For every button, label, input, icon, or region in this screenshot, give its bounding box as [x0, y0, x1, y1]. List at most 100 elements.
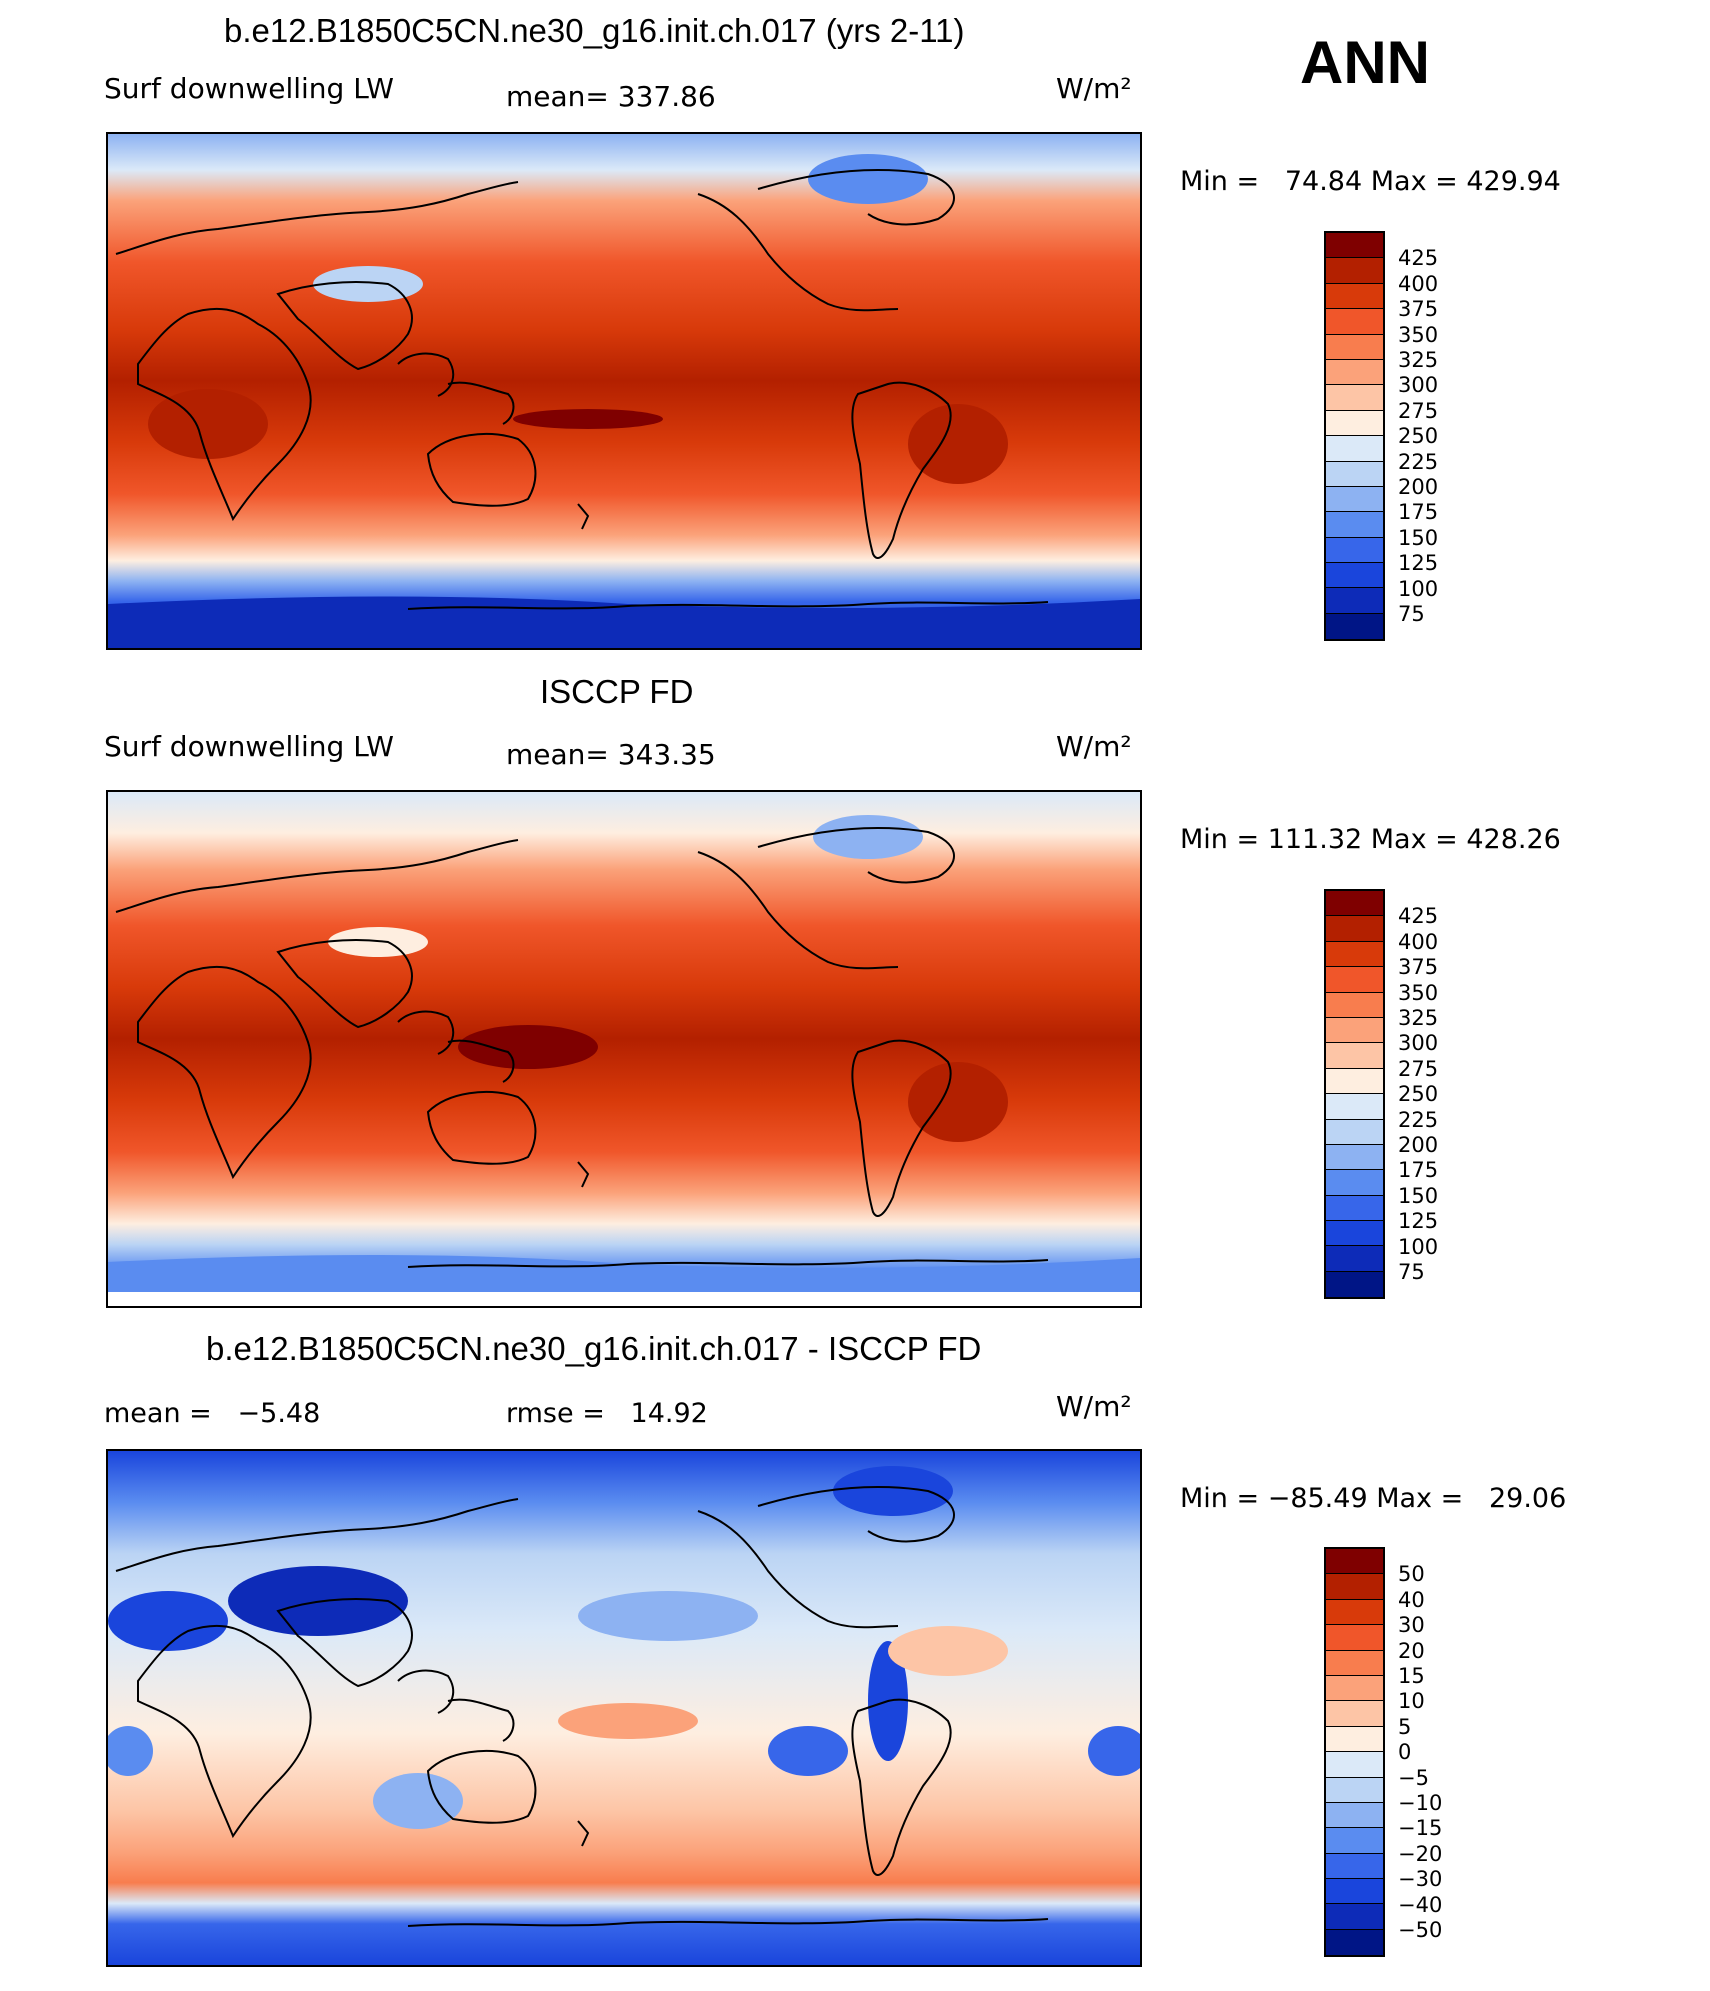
- panel-1-title: b.e12.B1850C5CN.ne30_g16.init.ch.017 (yr…: [224, 12, 965, 49]
- colorbar-tick-label: 200: [1398, 1133, 1439, 1157]
- panel-2-colorbar: [1324, 889, 1385, 1300]
- colorbar-swatch: [1326, 1650, 1383, 1676]
- colorbar-tick-label: 350: [1398, 980, 1439, 1005]
- colorbar-swatch: [1326, 486, 1383, 513]
- colorbar-swatch: [1326, 1752, 1383, 1778]
- colorbar-swatch: [1326, 1853, 1383, 1880]
- colorbar-tick-label: 200: [1398, 475, 1439, 499]
- colorbar-swatch: [1326, 1599, 1383, 1626]
- colorbar-tick-label: 225: [1398, 1107, 1439, 1132]
- colorbar-swatch: [1326, 537, 1383, 564]
- panel-2-map: [106, 790, 1142, 1308]
- colorbar-tick-label: 350: [1398, 322, 1439, 347]
- colorbar-swatch: [1326, 233, 1383, 259]
- colorbar-tick-label: 250: [1398, 1082, 1439, 1107]
- colorbar-tick-label: 150: [1398, 525, 1439, 550]
- colorbar-swatch: [1326, 1574, 1383, 1600]
- panel-3-minmax: Min = −85.49 Max = 29.06: [1180, 1483, 1567, 1514]
- panel-1-mean: mean= 337.86: [506, 80, 716, 113]
- colorbar-tick-label: 275: [1398, 398, 1439, 423]
- panel-1-variable-label: Surf downwelling LW: [104, 72, 394, 105]
- panel-3-field: [108, 1451, 1140, 1965]
- colorbar-swatch: [1326, 334, 1383, 360]
- panel-2-variable-label: Surf downwelling LW: [104, 730, 394, 763]
- colorbar-swatch: [1326, 613, 1383, 640]
- colorbar-swatch: [1326, 309, 1383, 335]
- colorbar-swatch: [1326, 1701, 1383, 1727]
- colorbar-swatch: [1326, 1675, 1383, 1702]
- colorbar-tick-label: 375: [1398, 955, 1439, 980]
- colorbar-tick-label: 125: [1398, 1209, 1439, 1234]
- colorbar-tick-label: −50: [1398, 1918, 1443, 1942]
- panel-1-units: W/m²: [1056, 72, 1132, 105]
- colorbar-swatch: [1326, 1929, 1383, 1956]
- colorbar-swatch: [1326, 461, 1383, 487]
- panel-3-map: [106, 1449, 1142, 1967]
- colorbar-tick-label: 100: [1398, 1234, 1439, 1259]
- panel-3-mean: mean = −5.48: [104, 1398, 321, 1429]
- colorbar-tick-label: −30: [1398, 1867, 1443, 1892]
- season-label: ANN: [1300, 29, 1430, 96]
- colorbar-tick-label: 50: [1398, 1562, 1425, 1587]
- colorbar-swatch: [1326, 1119, 1383, 1145]
- colorbar-tick-label: 225: [1398, 449, 1439, 474]
- colorbar-tick-label: 425: [1398, 904, 1439, 929]
- colorbar-swatch: [1326, 992, 1383, 1018]
- colorbar-tick-label: 15: [1398, 1664, 1425, 1688]
- colorbar-swatch: [1326, 359, 1383, 386]
- colorbar-swatch: [1326, 1017, 1383, 1044]
- panel-2-mean: mean= 343.35: [506, 738, 716, 771]
- colorbar-swatch: [1326, 1549, 1383, 1575]
- colorbar-tick-label: 0: [1398, 1740, 1412, 1765]
- colorbar-tick-label: 75: [1398, 1260, 1425, 1284]
- colorbar-swatch: [1326, 1170, 1383, 1196]
- panel-3-rmse: rmse = 14.92: [506, 1398, 708, 1429]
- colorbar-swatch: [1326, 1625, 1383, 1651]
- panel-3-coastlines: [115, 1485, 1049, 1927]
- colorbar-tick-label: 325: [1398, 348, 1439, 372]
- colorbar-tick-label: 325: [1398, 1006, 1439, 1030]
- colorbar-tick-label: 400: [1398, 271, 1439, 296]
- colorbar-tick-label: 10: [1398, 1689, 1425, 1714]
- colorbar-swatch: [1326, 1195, 1383, 1222]
- panel-2-title: ISCCP FD: [540, 673, 694, 710]
- colorbar-swatch: [1326, 1043, 1383, 1069]
- colorbar-tick-label: 175: [1398, 500, 1439, 525]
- colorbar-swatch: [1326, 1221, 1383, 1247]
- panel-2-units: W/m²: [1056, 730, 1132, 763]
- colorbar-swatch: [1326, 941, 1383, 968]
- colorbar-tick-label: 75: [1398, 602, 1425, 626]
- panel-2-minmax: Min = 111.32 Max = 428.26: [1180, 824, 1561, 855]
- colorbar-tick-label: 375: [1398, 297, 1439, 322]
- panel-2-coastlines: [115, 826, 1049, 1268]
- colorbar-tick-label: 400: [1398, 929, 1439, 954]
- colorbar-swatch: [1326, 1879, 1383, 1905]
- panel-3-units: W/m²: [1056, 1390, 1132, 1423]
- colorbar-tick-label: −15: [1398, 1816, 1443, 1841]
- colorbar-tick-label: −10: [1398, 1791, 1443, 1815]
- colorbar-swatch: [1326, 1144, 1383, 1171]
- colorbar-swatch: [1326, 916, 1383, 942]
- panel-1-minmax: Min = 74.84 Max = 429.94: [1180, 166, 1561, 197]
- colorbar-swatch: [1326, 588, 1383, 614]
- colorbar-swatch: [1326, 1726, 1383, 1753]
- colorbar-swatch: [1326, 1068, 1383, 1095]
- colorbar-tick-label: 250: [1398, 424, 1439, 449]
- colorbar-tick-label: 300: [1398, 1031, 1439, 1056]
- colorbar-swatch: [1326, 1777, 1383, 1803]
- colorbar-swatch: [1326, 967, 1383, 993]
- colorbar-tick-label: −5: [1398, 1765, 1429, 1790]
- panel-2-field: [108, 792, 1140, 1306]
- colorbar-tick-label: −40: [1398, 1892, 1443, 1917]
- colorbar-swatch: [1326, 1094, 1383, 1120]
- colorbar-swatch: [1326, 1904, 1383, 1930]
- colorbar-swatch: [1326, 891, 1383, 917]
- colorbar-swatch: [1326, 1828, 1383, 1854]
- colorbar-tick-label: 275: [1398, 1056, 1439, 1081]
- panel-3-title: b.e12.B1850C5CN.ne30_g16.init.ch.017 - I…: [206, 1330, 982, 1367]
- colorbar-tick-label: 125: [1398, 551, 1439, 576]
- colorbar-swatch: [1326, 1802, 1383, 1829]
- colorbar-tick-label: 20: [1398, 1638, 1425, 1663]
- colorbar-tick-label: 100: [1398, 576, 1439, 601]
- colorbar-swatch: [1326, 1271, 1383, 1298]
